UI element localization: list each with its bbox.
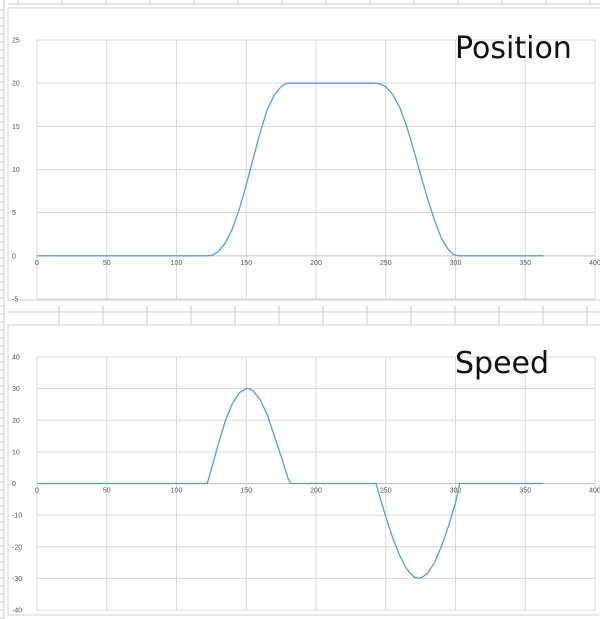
position-x-tick-label: 50 <box>103 260 111 267</box>
position-x-tick-label: 300 <box>450 260 462 267</box>
speed-y-tick-label: 30 <box>12 386 20 393</box>
speed-x-tick-label: 150 <box>240 488 252 495</box>
position-x-tick-label: 400 <box>589 260 600 267</box>
speed-x-tick-label: 50 <box>103 488 111 495</box>
speed-x-tick-labels: 0 50 100 150 200 250 300 350 400 <box>35 488 600 495</box>
speed-y-tick-label: -40 <box>12 608 22 615</box>
speed-chart-title: Speed <box>455 346 549 381</box>
position-y-tick-labels: -5 0 5 10 15 20 25 <box>12 38 20 304</box>
position-x-tick-label: 250 <box>380 260 392 267</box>
speed-y-tick-label: -20 <box>12 544 22 551</box>
position-y-tick-label: -5 <box>12 297 18 304</box>
position-y-tick-label: 15 <box>12 124 20 131</box>
speed-series-line <box>37 387 544 580</box>
position-y-tick-label: 25 <box>12 38 20 45</box>
position-x-tick-label: 100 <box>171 260 183 267</box>
speed-x-tick-label: 350 <box>519 488 531 495</box>
position-series-line <box>37 82 544 257</box>
speed-x-tick-label: 100 <box>171 488 183 495</box>
speed-y-tick-labels: -40 -30 -20 -10 0 10 20 30 40 <box>12 355 22 615</box>
position-x-tick-label: 200 <box>310 260 322 267</box>
speed-y-tick-label: 40 <box>12 355 20 362</box>
speed-y-tick-label: 0 <box>12 481 16 488</box>
position-x-tick-labels: 0 50 100 150 200 250 300 350 400 <box>35 260 600 267</box>
position-y-tick-label: 5 <box>12 210 16 217</box>
speed-y-tick-label: -10 <box>12 513 22 520</box>
position-chart-title: Position <box>455 31 572 66</box>
speed-x-tick-label: 400 <box>589 488 600 495</box>
speed-chart: 0 50 100 150 200 250 300 350 400 -40 -30 -20 -10 0 10… <box>7 324 600 616</box>
speed-y-tick-label: 10 <box>12 449 20 456</box>
position-x-tick-label: 0 <box>35 260 39 267</box>
speed-x-tick-label: 200 <box>310 488 322 495</box>
position-x-tick-label: 350 <box>519 260 531 267</box>
position-chart: 0 50 100 150 200 250 300 350 400 -5 0 5 10 15 20 25 Po… <box>7 7 600 304</box>
speed-x-tick-label: 250 <box>380 488 392 495</box>
position-x-tick-label: 150 <box>240 260 252 267</box>
position-y-tick-label: 10 <box>12 167 20 174</box>
speed-y-tick-label: 20 <box>12 418 20 425</box>
position-y-tick-label: 20 <box>12 81 20 88</box>
speed-x-tick-label: 0 <box>35 488 39 495</box>
speed-y-tick-label: -30 <box>12 576 22 583</box>
speed-x-tick-label: 300 <box>450 488 462 495</box>
position-y-tick-label: 0 <box>12 253 16 260</box>
